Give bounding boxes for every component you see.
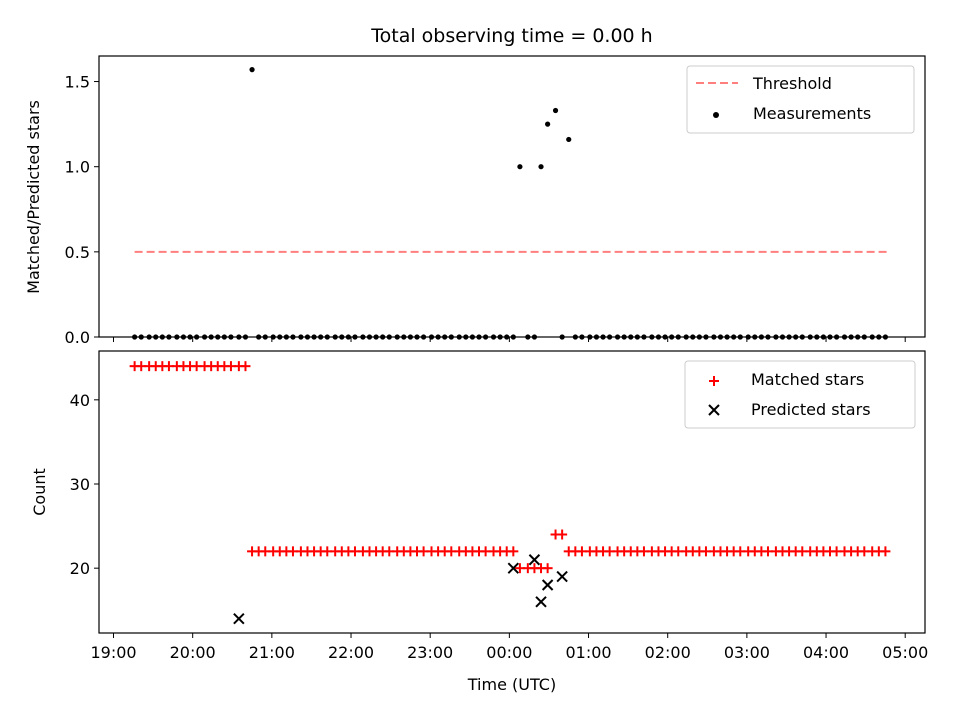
x-tick-label: 19:00 [90,643,136,662]
top-y-tick-label: 0.5 [65,243,90,262]
bottom-y-axis-label: Count [30,468,49,516]
top-plot-frame [98,55,926,338]
bottom-y-tick-label: 20 [70,559,90,578]
legend-predicted-swatch [708,404,720,416]
matched-star-marker [542,563,553,574]
x-axis-label: Time (UTC) [467,675,556,694]
bottom-plot-frame [98,350,926,634]
predicted-star-marker [507,562,520,574]
bottom-panel: 20 30 40 19:00 20:00 21:00 22:00 23:00 00:00 01:0… [30,350,928,694]
measurement-point [538,164,544,170]
chart-title: Total observing time = 0.00 h [370,25,652,47]
matched-star-marker [557,529,568,540]
bottom-y-tick-label: 30 [70,475,90,494]
legend-measurements-label: Measurements [753,104,871,123]
legend-matched-swatch [709,376,719,386]
bottom-legend-box [684,360,916,429]
top-y-tick-label: 1.0 [65,158,90,177]
x-tick-label: 20:00 [170,643,216,662]
matched-star-marker [240,361,251,372]
x-tick-label: 00:00 [486,643,532,662]
measurement-point [249,67,255,73]
top-y-tick-label: 0.0 [65,328,90,347]
predicted-star-marker [541,579,554,591]
predicted-star-marker [233,612,245,625]
legend-measurements-swatch [713,112,719,118]
measurement-point [566,136,572,143]
predicted-star-marker [528,554,541,566]
x-tick-label: 03:00 [724,643,770,662]
measurement-point [545,121,551,127]
top-legend: Threshold Measurements [686,65,915,134]
bottom-legend: Matched stars Predicted stars [684,360,916,429]
measurement-point [552,107,559,114]
legend-matched-label: Matched stars [751,370,864,389]
x-tick-label: 04:00 [803,643,849,662]
measurement-point [517,164,523,170]
legend-predicted-label: Predicted stars [751,400,871,419]
matched-star-marker [880,546,891,557]
bottom-y-tick-label: 40 [70,391,90,410]
x-tick-label: 05:00 [882,643,928,662]
matched-star-marker [508,546,519,557]
predicted-star-marker [535,596,547,608]
legend-threshold-label: Threshold [752,74,832,93]
top-panel: 0.0 0.5 1.0 1.5 Matched/Predicted stars Thr… [24,55,926,347]
predicted-star-marker [556,570,568,583]
x-tick-label: 22:00 [328,643,374,662]
x-tick-label: 23:00 [407,643,453,662]
top-y-tick-label: 1.5 [65,73,90,92]
top-y-axis-label: Matched/Predicted stars [24,100,43,294]
x-tick-label: 21:00 [249,643,295,662]
x-tick-label: 02:00 [645,643,691,662]
top-legend-box [686,65,915,134]
x-tick-label: 01:00 [565,643,611,662]
